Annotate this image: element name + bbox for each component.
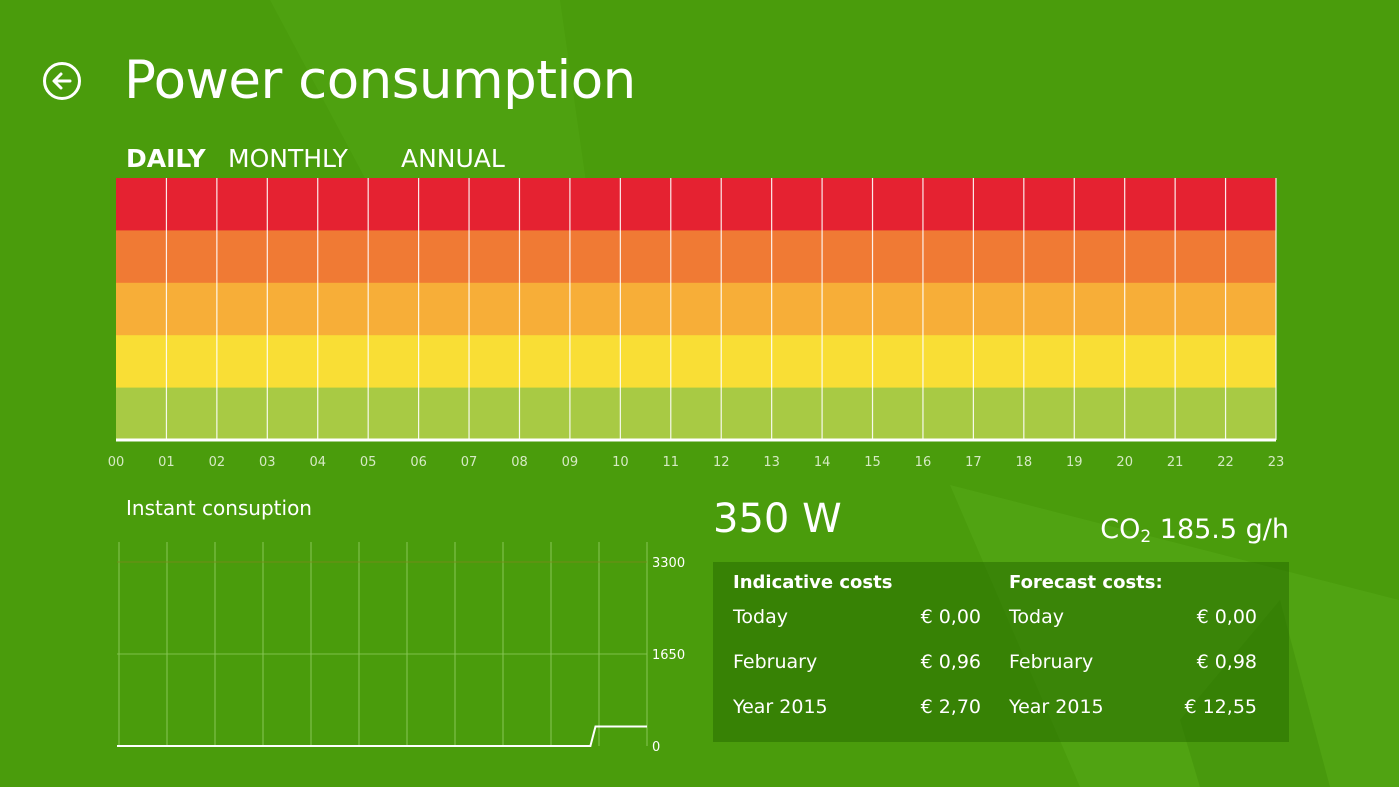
back-button[interactable] — [43, 62, 81, 100]
hour-label: 13 — [763, 455, 780, 470]
instant-axis-label: 1650 — [652, 648, 685, 663]
page-title: Power consumption — [124, 50, 636, 111]
hour-label: 12 — [713, 455, 730, 470]
hour-label: 22 — [1217, 455, 1234, 470]
hour-label: 08 — [511, 455, 528, 470]
co2-emission: CO2 185.5 g/h — [1100, 514, 1289, 547]
hour-label: 17 — [965, 455, 982, 470]
hour-label: 06 — [410, 455, 427, 470]
hour-label: 14 — [814, 455, 831, 470]
cost-label: Today — [1009, 606, 1064, 628]
daily-consumption-chart: 00 01 02 03 04 05 06 07 08 09 10 11 12 13 14 15 16 17 18 19… — [108, 178, 1285, 470]
cost-value: € 2,70 — [920, 696, 981, 718]
level-band — [116, 282, 1276, 336]
hour-label: 04 — [309, 455, 326, 470]
hour-label: 21 — [1167, 455, 1184, 470]
level-band — [116, 387, 1276, 441]
indicative-costs-title: Indicative costs — [733, 572, 893, 593]
cost-label: Today — [733, 606, 788, 628]
arrow-left-icon — [52, 72, 72, 90]
hour-label: 19 — [1066, 455, 1083, 470]
co2-subscript: 2 — [1140, 527, 1152, 547]
hour-label: 15 — [864, 455, 881, 470]
hour-label: 16 — [915, 455, 932, 470]
hour-label: 07 — [461, 455, 478, 470]
level-band — [116, 335, 1276, 389]
tab-annual[interactable]: ANNUAL — [401, 144, 505, 173]
cost-label: February — [733, 651, 818, 673]
hour-label: 01 — [158, 455, 175, 470]
cost-value: € 12,55 — [1184, 696, 1257, 718]
hour-label: 18 — [1016, 455, 1033, 470]
hour-label: 02 — [209, 455, 226, 470]
instant-axis-label: 3300 — [652, 556, 685, 571]
hour-label: 00 — [108, 455, 125, 470]
cost-value: € 0,00 — [920, 606, 981, 628]
cost-label: February — [1009, 651, 1094, 673]
hour-label: 10 — [612, 455, 629, 470]
hour-label: 09 — [562, 455, 579, 470]
current-power-value: 350 W — [713, 496, 842, 542]
instant-consumption-chart: 3300 1650 0 — [117, 542, 685, 755]
forecast-costs-title: Forecast costs: — [1009, 572, 1163, 593]
hour-label: 03 — [259, 455, 276, 470]
cost-value: € 0,00 — [1196, 606, 1257, 628]
hour-label: 20 — [1116, 455, 1133, 470]
co2-prefix: CO — [1100, 514, 1141, 545]
instant-consumption-line — [117, 725, 647, 747]
cost-label: Year 2015 — [1009, 696, 1104, 718]
cost-value: € 0,96 — [920, 651, 981, 673]
instant-axis-label: 0 — [652, 740, 660, 755]
cost-label: Year 2015 — [733, 696, 828, 718]
tab-daily[interactable]: DAILY — [126, 144, 206, 173]
hour-label: 11 — [663, 455, 680, 470]
co2-value: 185.5 g/h — [1151, 514, 1289, 545]
costs-panel: Indicative costs Today € 0,00 February €… — [713, 562, 1289, 742]
tab-monthly[interactable]: MONTHLY — [228, 144, 348, 173]
instant-consumption-title: Instant consuption — [126, 496, 312, 520]
hour-label: 23 — [1268, 455, 1285, 470]
level-band — [116, 178, 1276, 231]
level-band — [116, 230, 1276, 284]
cost-value: € 0,98 — [1196, 651, 1257, 673]
hour-label: 05 — [360, 455, 377, 470]
